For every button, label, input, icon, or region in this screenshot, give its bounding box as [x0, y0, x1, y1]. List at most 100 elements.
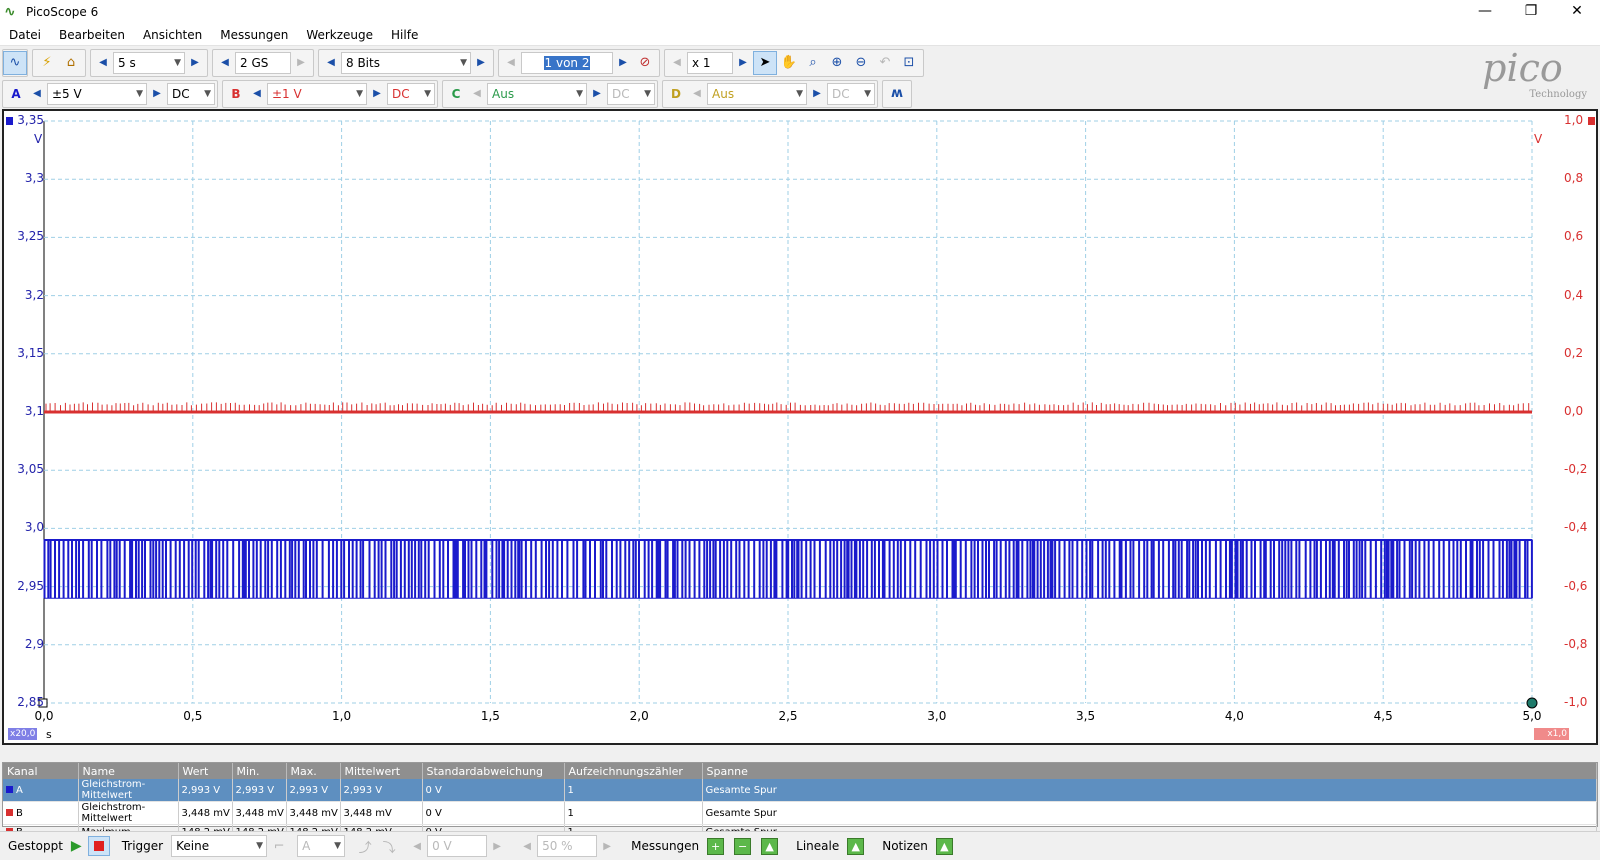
notes-toggle-icon[interactable]: ▲ — [935, 837, 953, 855]
channel-d-range-select[interactable]: Aus ▼ — [707, 82, 807, 105]
channel-a-range-next-icon[interactable]: ▶ — [153, 88, 161, 99]
trigger-percent-field[interactable]: 50 % — [537, 835, 598, 857]
resolution-select[interactable]: 8 Bits ▼ — [341, 51, 471, 74]
table-row[interactable]: A Gleichstrom-Mittelwert 2,993 V 2,993 V 2,9… — [3, 779, 1597, 802]
right-axis-unit: V — [1534, 132, 1543, 146]
scope-view[interactable]: 3,35 3,3 3,25 3,2 3,15 3,1 3,05 3,0 2,95 2,9 2,85 … — [2, 109, 1598, 745]
channel-c-range-select[interactable]: Aus ▼ — [487, 82, 587, 105]
resolution-prev-icon[interactable]: ◀ — [327, 57, 335, 68]
table-cell: 2,993 V — [232, 779, 287, 802]
samples-prev-icon[interactable]: ◀ — [221, 57, 229, 68]
home-icon[interactable]: ⌂ — [66, 55, 76, 70]
hand-tool-icon[interactable]: ✋ — [780, 55, 798, 70]
x-zoom-badge: x20,0 — [8, 728, 38, 740]
buffer-prev-icon[interactable]: ◀ — [507, 57, 515, 68]
channel-d-label[interactable]: D — [671, 86, 681, 101]
add-measurement-icon[interactable]: + — [707, 837, 725, 855]
table-row[interactable]: B Gleichstrom-Mittelwert 3,448 mV 3,448 mV 3… — [3, 801, 1597, 825]
title-bar: ∿ PicoScope 6 — ❐ ✕ — [0, 0, 1600, 24]
x-axis-tick: 3,5 — [1076, 709, 1096, 723]
channel-b-range-select[interactable]: ±1 V ▼ — [267, 82, 367, 105]
edit-measurement-icon[interactable]: ▲ — [761, 837, 779, 855]
header-mittelwert[interactable]: Mittelwert — [340, 763, 423, 779]
menu-werkzeuge[interactable]: Werkzeuge — [306, 27, 374, 42]
remove-measurement-icon[interactable]: − — [734, 837, 752, 855]
undo-zoom-icon[interactable]: ↶ — [879, 55, 891, 70]
trigger-level-prev-icon[interactable]: ◀ — [413, 840, 421, 852]
menu-messungen[interactable]: Messungen — [220, 27, 289, 42]
trigger-level-field[interactable]: 0 V — [427, 835, 488, 857]
channel-a-waveform — [43, 539, 1533, 599]
chevron-down-icon: ▼ — [864, 88, 871, 99]
measurements-table[interactable]: Kanal Name Wert Min. Max. Mittelwert Sta… — [2, 762, 1598, 841]
trigger-mode-select[interactable]: Keine ▼ — [171, 835, 268, 857]
channel-c-coupling-select[interactable]: DC ▼ — [607, 82, 655, 105]
zoom-overview-icon[interactable]: ⊡ — [903, 55, 915, 70]
channel-d-coupling-select[interactable]: DC ▼ — [827, 82, 875, 105]
header-spanne[interactable]: Spanne — [702, 763, 1597, 779]
start-icon[interactable]: ▶ — [70, 838, 82, 854]
menu-hilfe[interactable]: Hilfe — [391, 27, 419, 42]
channel-c-range-prev-icon[interactable]: ◀ — [473, 88, 481, 99]
channel-b-range-next-icon[interactable]: ▶ — [373, 88, 381, 99]
channel-color-swatch — [6, 808, 13, 816]
channel-d-range-prev-icon[interactable]: ◀ — [693, 88, 701, 99]
minimize-button[interactable]: — — [1478, 3, 1492, 19]
channel-b-label[interactable]: B — [231, 86, 241, 101]
zoom-in-icon[interactable]: ⊕ — [831, 55, 843, 70]
samples-next-icon[interactable]: ▶ — [297, 57, 305, 68]
header-standardabweichung[interactable]: Standardabweichung — [422, 763, 565, 779]
buffer-field[interactable]: 1 von 2 — [521, 51, 613, 74]
timebase-next-icon[interactable]: ▶ — [191, 57, 199, 68]
samples-field[interactable]: 2 GS — [235, 51, 291, 74]
trigger-level-next-icon[interactable]: ▶ — [493, 840, 501, 852]
scope-mode-icon[interactable]: ∿ — [3, 50, 27, 75]
channel-c-label[interactable]: C — [451, 86, 461, 101]
header-min[interactable]: Min. — [232, 763, 287, 779]
channel-b-coupling-select[interactable]: DC ▼ — [387, 82, 435, 105]
channel-c-range-next-icon[interactable]: ▶ — [593, 88, 601, 99]
zoom-factor-field[interactable]: x 1 — [687, 51, 733, 74]
pointer-tool-icon[interactable]: ➤ — [753, 50, 777, 75]
close-button[interactable]: ✕ — [1571, 3, 1583, 19]
stop-button[interactable] — [87, 836, 110, 856]
header-wert[interactable]: Wert — [178, 763, 233, 779]
chevron-down-icon: ▼ — [796, 88, 803, 99]
signal-generator-icon[interactable]: ʍ — [890, 86, 903, 101]
zoom-out-icon[interactable]: ⊖ — [855, 55, 867, 70]
menu-bearbeiten[interactable]: Bearbeiten — [59, 27, 125, 42]
header-aufzeichnungszaehler[interactable]: Aufzeichnungszähler — [564, 763, 703, 779]
rulers-toggle-icon[interactable]: ▲ — [847, 837, 865, 855]
scope-plot[interactable] — [4, 111, 1596, 743]
channel-a-range-select[interactable]: ±5 V ▼ — [47, 82, 147, 105]
timebase-select[interactable]: 5 s ▼ — [113, 51, 185, 74]
trigger-edge-icon[interactable]: ⌐ — [273, 838, 285, 854]
auto-setup-icon[interactable]: ⚡ — [42, 55, 52, 70]
logo-subtitle: Technology — [1529, 89, 1587, 100]
channel-b-range-prev-icon[interactable]: ◀ — [253, 88, 261, 99]
channel-a-coupling-select[interactable]: DC ▼ — [167, 82, 215, 105]
buffer-next-icon[interactable]: ▶ — [619, 57, 627, 68]
right-axis-tick: -1,0 — [1564, 695, 1588, 709]
buffer-navigator-icon[interactable]: ⊘ — [639, 55, 651, 70]
channel-d-range-next-icon[interactable]: ▶ — [813, 88, 821, 99]
resolution-next-icon[interactable]: ▶ — [477, 57, 485, 68]
header-kanal[interactable]: Kanal — [3, 763, 79, 779]
menu-datei[interactable]: Datei — [9, 27, 42, 42]
channel-a-range-prev-icon[interactable]: ◀ — [33, 88, 41, 99]
rising-edge-icon[interactable]: ⤴ — [358, 840, 372, 856]
menu-ansichten[interactable]: Ansichten — [142, 27, 203, 42]
trigger-percent-prev-icon[interactable]: ◀ — [523, 840, 531, 852]
trigger-percent-next-icon[interactable]: ▶ — [603, 840, 611, 852]
timebase-prev-icon[interactable]: ◀ — [99, 57, 107, 68]
falling-edge-icon[interactable]: ⤵ — [382, 840, 396, 856]
zoom-prev-icon[interactable]: ◀ — [673, 57, 681, 68]
menu-bar: Datei Bearbeiten Ansichten Messungen Wer… — [0, 24, 1600, 46]
restore-button[interactable]: ❐ — [1524, 3, 1538, 19]
channel-a-label[interactable]: A — [11, 86, 21, 101]
trigger-source-select[interactable]: A ▼ — [297, 835, 346, 857]
header-max[interactable]: Max. — [286, 763, 341, 779]
zoom-next-icon[interactable]: ▶ — [739, 57, 747, 68]
zoom-window-icon[interactable]: ⌕ — [809, 55, 817, 70]
header-name[interactable]: Name — [78, 763, 179, 779]
